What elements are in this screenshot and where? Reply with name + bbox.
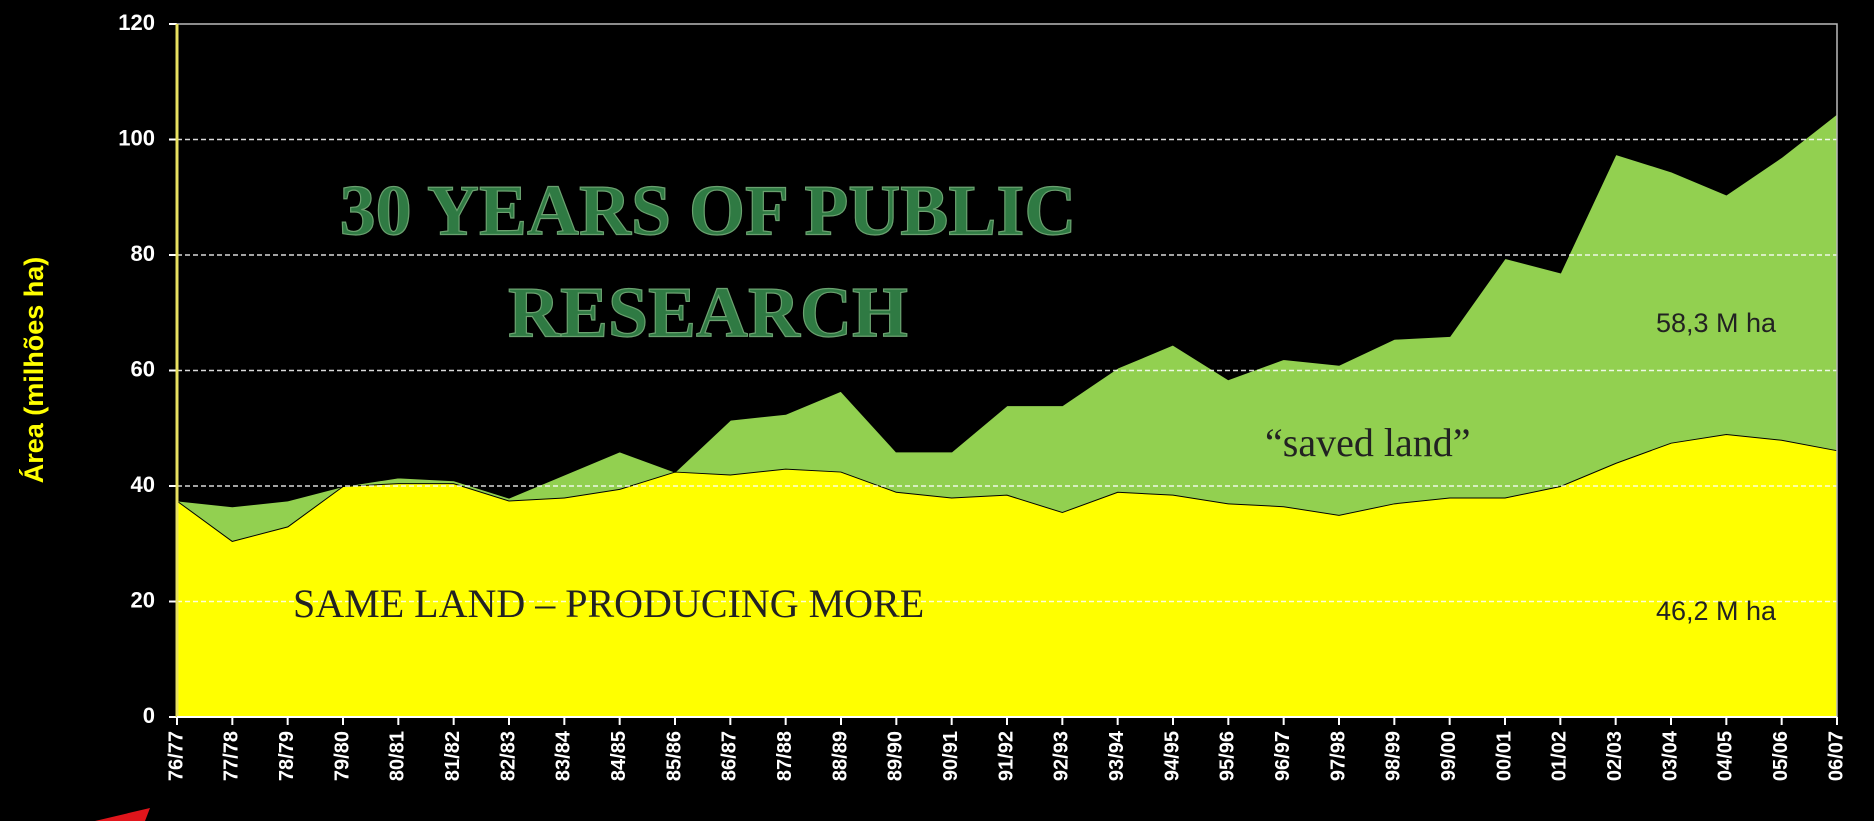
x-tick-label: 78/79 xyxy=(276,731,298,781)
x-tick-label: 99/00 xyxy=(1438,731,1460,781)
x-tick-label: 77/78 xyxy=(221,731,243,781)
area-edge xyxy=(176,112,1838,508)
x-tick-label: 80/81 xyxy=(387,731,409,781)
y-axis-label: Área (milhões ha) xyxy=(18,257,49,484)
y-tick-label: 80 xyxy=(131,241,155,266)
chart-title: RESEARCH xyxy=(508,273,908,353)
x-tick-label: 98/99 xyxy=(1383,731,1405,781)
x-tick-label: 90/91 xyxy=(940,731,962,781)
y-tick-label: 0 xyxy=(143,703,155,728)
x-tick-label: 93/94 xyxy=(1106,730,1128,781)
x-tick-label: 05/06 xyxy=(1770,731,1792,781)
y-tick-label: 100 xyxy=(118,125,155,150)
x-tick-label: 82/83 xyxy=(497,731,519,781)
area xyxy=(177,434,1837,717)
y-tick-label: 40 xyxy=(131,472,155,497)
x-tick-label: 97/98 xyxy=(1327,731,1349,781)
x-tick-label: 95/96 xyxy=(1217,731,1239,781)
y-tick-label: 120 xyxy=(118,10,155,35)
y-tick-label: 20 xyxy=(131,587,155,612)
x-tick-label: 86/87 xyxy=(719,731,741,781)
series-label: SAME LAND – PRODUCING MORE xyxy=(293,581,924,626)
x-tick-label: 88/89 xyxy=(829,731,851,781)
x-tick-label: 79/80 xyxy=(331,731,353,781)
y-tick-label: 60 xyxy=(131,356,155,381)
decoration xyxy=(95,808,150,821)
x-tick-label: 76/77 xyxy=(165,731,187,781)
series-label: “saved land” xyxy=(1265,420,1470,465)
x-tick-label: 94/95 xyxy=(1161,731,1183,781)
x-tick-label: 06/07 xyxy=(1825,731,1847,781)
x-tick-label: 84/85 xyxy=(608,731,630,781)
annotation: 58,3 M ha xyxy=(1656,308,1777,338)
x-tick-label: 89/90 xyxy=(885,731,907,781)
annotation: 46,2 M ha xyxy=(1656,596,1777,626)
x-tick-label: 01/02 xyxy=(1549,731,1571,781)
x-tick-label: 96/97 xyxy=(1272,731,1294,781)
x-tick-label: 87/88 xyxy=(774,731,796,781)
x-tick-label: 03/04 xyxy=(1659,730,1681,781)
chart-title: 30 YEARS OF PUBLIC xyxy=(340,171,1077,251)
x-tick-label: 92/93 xyxy=(1051,731,1073,781)
x-tick-label: 02/03 xyxy=(1604,731,1626,781)
area xyxy=(177,113,1837,541)
x-tick-label: 00/01 xyxy=(1493,731,1515,781)
x-tick-label: 04/05 xyxy=(1715,731,1737,781)
x-tick-label: 81/82 xyxy=(442,731,464,781)
x-tick-label: 85/86 xyxy=(663,731,685,781)
x-tick-label: 91/92 xyxy=(995,731,1017,781)
x-tick-label: 83/84 xyxy=(553,730,575,781)
